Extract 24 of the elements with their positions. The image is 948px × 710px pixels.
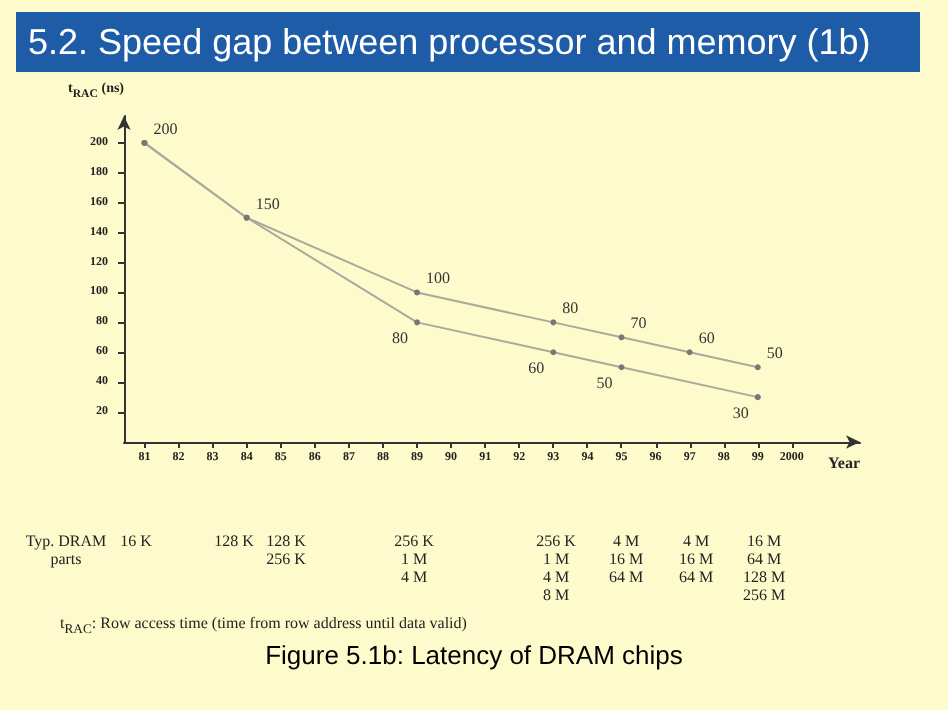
data-label: 30 <box>732 404 749 423</box>
data-label: 80 <box>392 329 409 348</box>
text: 4 M 16 M 64 M <box>608 532 644 586</box>
data-label: 200 <box>153 119 178 138</box>
text: Typ. DRAM parts <box>23 532 109 568</box>
data-label: 50 <box>766 344 783 363</box>
data-label: 50 <box>596 374 613 393</box>
text: t$_{RAC}$: Row access time (time from row address until data valid) <box>60 614 467 640</box>
chart-title: 5.2. Speed gap between processor and memory (1b) <box>16 12 920 72</box>
data-label: 150 <box>255 194 280 213</box>
text: 256 K 1 M 4 M <box>392 532 436 586</box>
text: 16 K <box>120 532 152 550</box>
data-label: 80 <box>562 299 579 318</box>
data-label: 100 <box>426 269 451 288</box>
data-label: 70 <box>630 314 647 333</box>
x-axis-title: Year <box>828 454 860 472</box>
text: 4 M 16 M 64 M <box>678 532 714 586</box>
text: 16 M 64 M 128 M 256 M <box>742 532 786 604</box>
text: 128 K 256 K <box>266 532 306 568</box>
text: 128 K <box>214 532 254 550</box>
text: 256 K 1 M 4 M 8 M <box>536 532 576 604</box>
caption: Figure 5.1b: Latency of DRAM chips <box>263 640 685 670</box>
data-label: 60 <box>528 359 545 378</box>
data-label: 60 <box>698 329 715 348</box>
